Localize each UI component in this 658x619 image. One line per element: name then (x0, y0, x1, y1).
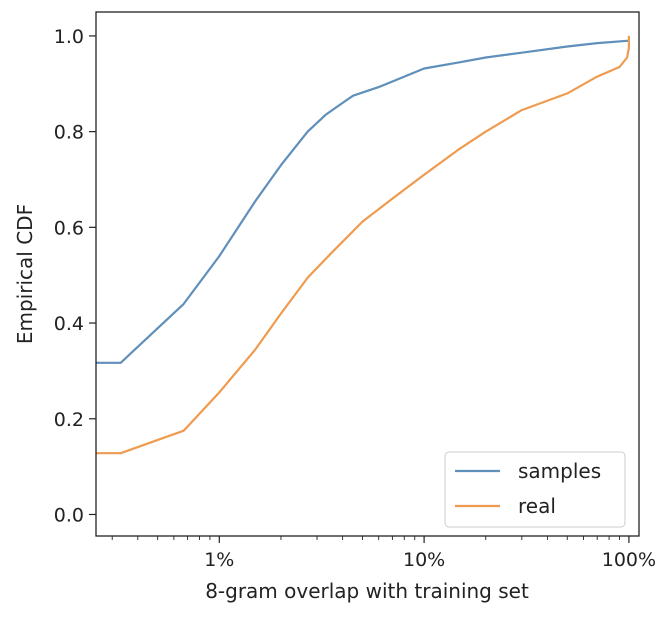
y-tick-label: 1.0 (54, 26, 84, 48)
y-tick-label: 0.2 (54, 409, 84, 431)
plot-frame (95, 11, 640, 537)
legend-label-real: real (518, 494, 556, 518)
x-axis-label: 8-gram overlap with training set (205, 579, 529, 603)
x-tick-label: 100% (602, 549, 656, 571)
y-axis-label: Empirical CDF (13, 204, 37, 344)
series-line-samples (96, 39, 629, 364)
x-tick-label: 10% (403, 549, 445, 571)
legend-label-samples: samples (518, 459, 601, 483)
y-tick-label: 0.4 (54, 313, 84, 335)
y-tick-label: 0.8 (54, 122, 84, 144)
y-tick-label: 0.0 (54, 504, 84, 526)
y-tick-label: 0.6 (54, 217, 84, 239)
legend: samples real (444, 451, 626, 528)
x-tick-label: 1% (204, 549, 234, 571)
axis-ticks: 1% 10% 100% 0.0 0.2 0.4 0.6 0.8 1.0 (54, 26, 656, 571)
series-lines (96, 35, 631, 455)
series-line-real (96, 35, 631, 455)
